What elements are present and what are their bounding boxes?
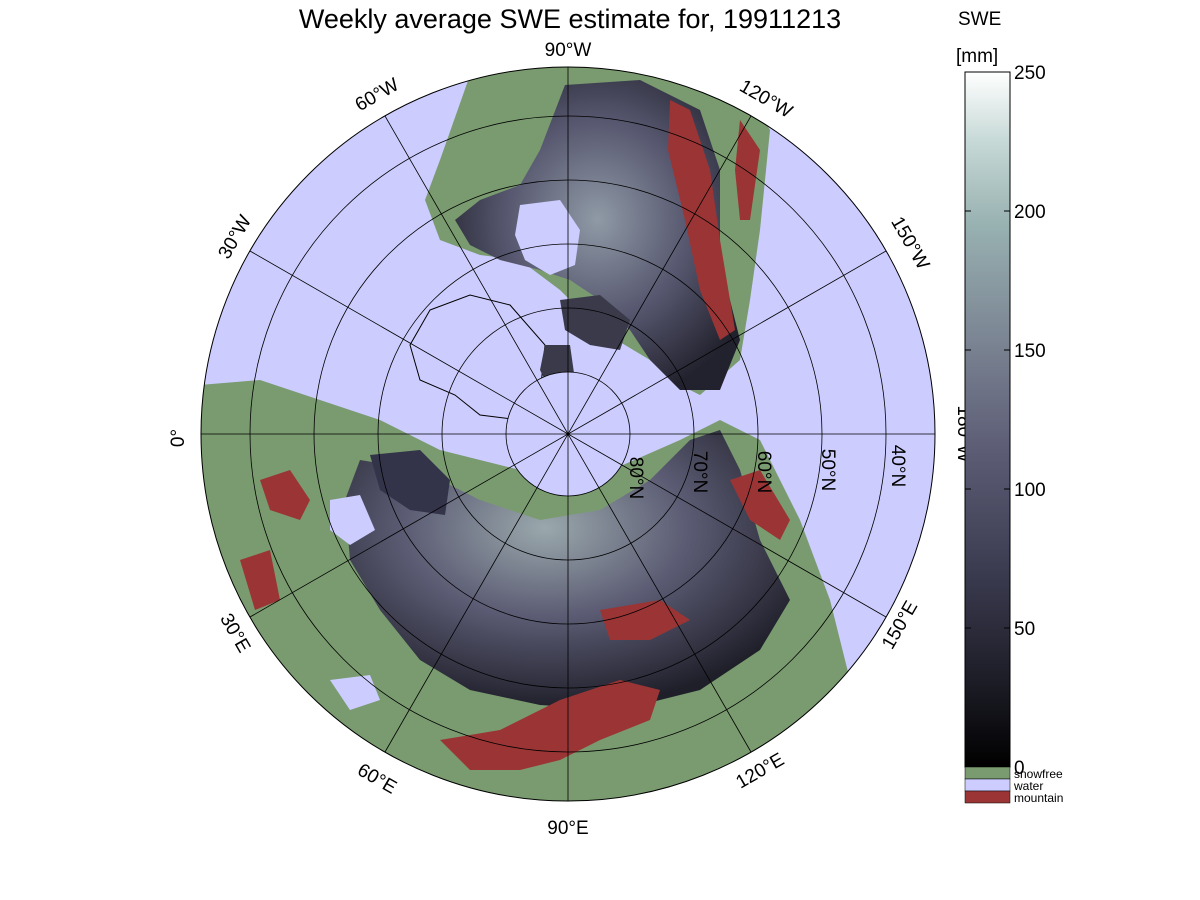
colorbar-tick-label: 200 (1014, 202, 1046, 223)
colorbar: SWE [mm] 0 50 100 150 200 250 (956, 9, 1046, 779)
mountain-altai (600, 600, 690, 640)
arctic-islands (540, 295, 630, 390)
graticule (201, 67, 935, 801)
colorbar-tick-label: 150 (1014, 341, 1046, 362)
colorbar-ticks: 0 50 100 150 200 250 (965, 63, 1046, 779)
meridian-150w-30e (249, 250, 887, 618)
lat-label-80n: 80°N (625, 457, 646, 499)
lon-label-30e: 30°E (215, 610, 254, 656)
lat-label-70n: 70°N (689, 451, 710, 493)
colorbar-tick-label: 250 (1014, 63, 1046, 84)
legend-swatch-water (964, 778, 1011, 792)
lat-label-40n: 40°N (887, 445, 908, 487)
colorbar-tick-label: 100 (1014, 480, 1046, 501)
colorbar-tick-label: 50 (1014, 619, 1035, 640)
colorbar-ramp (964, 71, 1011, 768)
latitude-labels: 80°N 70°N 60°N 50°N 40°N (625, 445, 908, 499)
baltic-sea (330, 495, 375, 545)
colorbar-tick-label: 0 (1014, 758, 1025, 779)
mountain-rockies (668, 100, 735, 340)
map-title: Weekly average SWE estimate for, 1991121… (298, 4, 842, 34)
legend-swatch-mountain (964, 790, 1011, 804)
mountain-alaska (735, 120, 760, 220)
lon-label-0: 0° (168, 429, 189, 447)
lon-label-90e: 90°E (547, 818, 588, 839)
hudson-bay (515, 200, 580, 275)
snow-scandinavia (370, 450, 450, 515)
mountain-himalaya (440, 680, 660, 770)
mountain-east-siberia (730, 470, 790, 540)
landmasses (201, 67, 850, 801)
map-border (200, 66, 936, 802)
lat-label-50n: 50°N (817, 449, 838, 491)
legend-label-water: water (1013, 779, 1043, 793)
colorbar-title: SWE (958, 9, 1001, 30)
lon-label-60e: 60°E (354, 760, 400, 799)
snow-eurasia (345, 430, 790, 710)
mountain-alps (240, 470, 310, 610)
legend-swatch-snowfree (964, 766, 1011, 780)
polar-map (200, 66, 936, 802)
colorbar-unit: [mm] (956, 46, 998, 67)
legend-label-snowfree: snowfree (1014, 767, 1063, 781)
category-legend: snowfree water mountain (964, 766, 1063, 805)
caspian-sea (330, 675, 380, 710)
legend-label-mountain: mountain (1014, 791, 1063, 805)
snow-north-america (455, 80, 740, 390)
lat-label-60n: 60°N (753, 451, 774, 493)
lon-label-90w: 90°W (545, 40, 592, 61)
